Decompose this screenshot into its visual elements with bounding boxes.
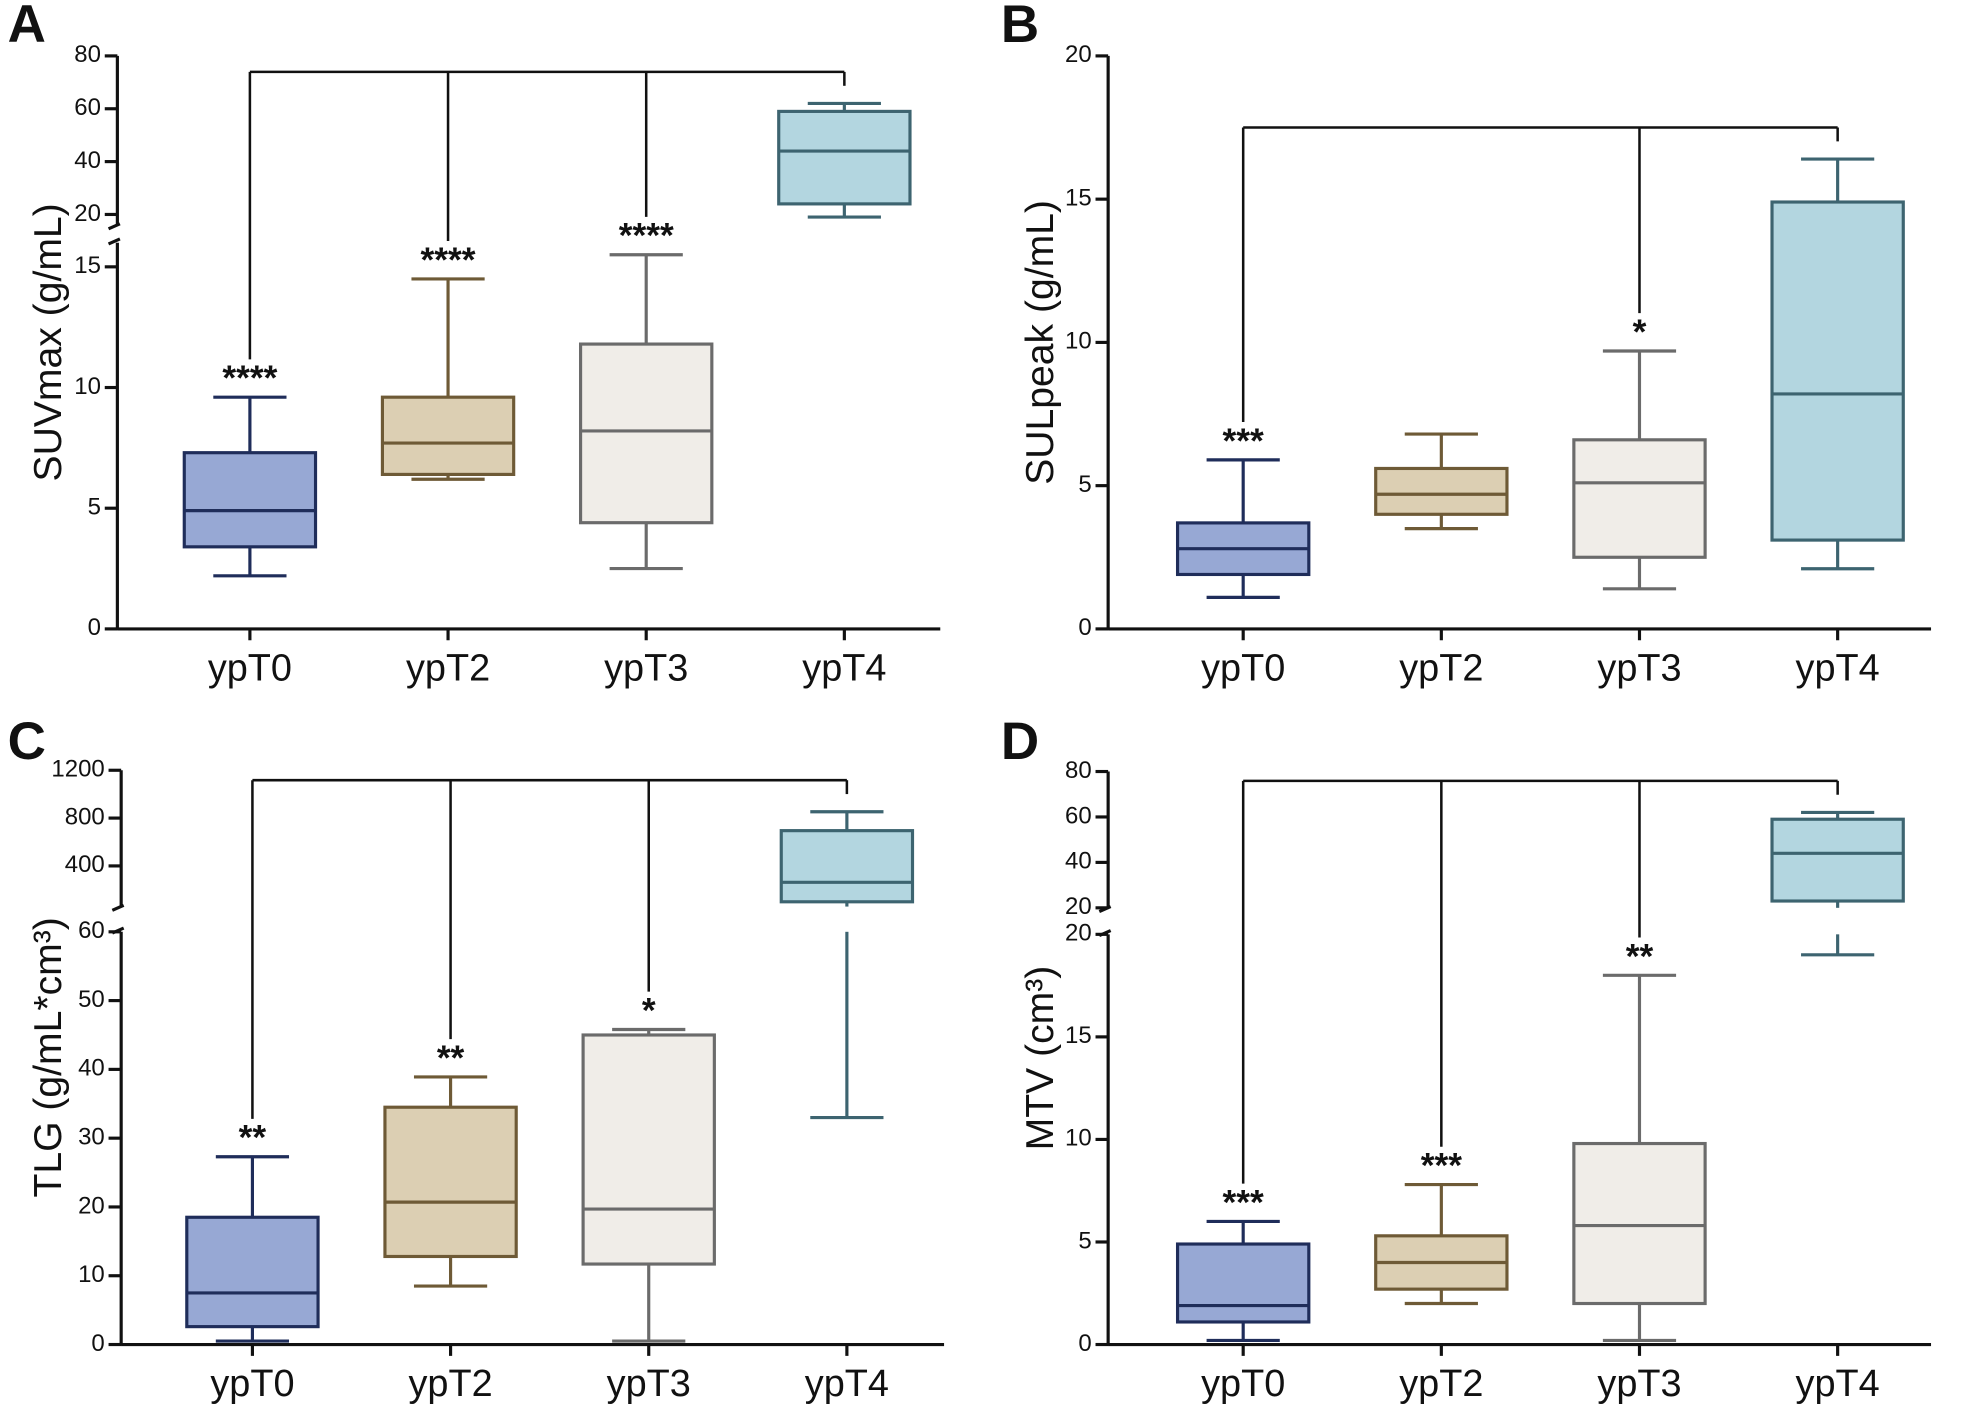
- y-tick-label: 10: [1065, 1125, 1092, 1152]
- x-tick-label: ypT0: [208, 648, 292, 690]
- x-tick-label: ypT4: [802, 648, 886, 690]
- significance-label: **: [437, 1039, 465, 1078]
- box: [1770, 200, 1905, 542]
- y-tick-label: 50: [78, 986, 105, 1013]
- y-tick-label: 5: [1078, 1227, 1091, 1254]
- axis-gap: [123, 906, 947, 932]
- x-tick-label: ypT4: [1796, 648, 1880, 690]
- axis-break: [107, 222, 121, 231]
- x-tick-label: ypT3: [1597, 1363, 1681, 1405]
- x-tick-label: ypT4: [1796, 1363, 1880, 1405]
- y-tick-label: 20: [78, 1192, 105, 1219]
- x-tick-label: ypT2: [406, 648, 490, 690]
- significance-label: ***: [1223, 1183, 1264, 1222]
- y-tick-label: 80: [1065, 757, 1092, 784]
- significance-label: *: [642, 991, 656, 1030]
- x-tick-label: ypT0: [1201, 648, 1285, 690]
- axis-break: [111, 903, 125, 912]
- y-tick-label: 80: [74, 41, 101, 68]
- box: [1770, 817, 1905, 903]
- significance-label: ****: [421, 241, 476, 280]
- y-tick-label: 40: [78, 1055, 105, 1082]
- x-tick-label: ypT3: [1597, 648, 1681, 690]
- significance-label: ***: [1223, 422, 1264, 461]
- panel-letter: A: [8, 0, 46, 54]
- box: [1572, 1141, 1707, 1306]
- axis-gap: [1110, 907, 1934, 935]
- y-tick-label: 20: [74, 200, 101, 227]
- y-tick-label: 60: [74, 94, 101, 121]
- significance-label: ****: [619, 217, 674, 256]
- y-tick-label: 5: [88, 494, 101, 521]
- y-axis-label: TLG (g/mL*cm³): [27, 917, 70, 1197]
- y-tick-label: 40: [1065, 848, 1092, 875]
- y-tick-label: 15: [1065, 184, 1092, 211]
- x-tick-label: ypT2: [408, 1363, 492, 1405]
- panel-letter: B: [1001, 0, 1039, 54]
- y-tick-label: 20: [1065, 920, 1092, 947]
- y-tick-label: 20: [1065, 893, 1092, 920]
- y-tick-label: 15: [74, 252, 101, 279]
- y-axis-label: SULpeak (g/mL): [1019, 200, 1062, 485]
- y-tick-label: 15: [1065, 1022, 1092, 1049]
- y-axis-label: MTV (cm³): [1019, 966, 1062, 1151]
- box: [182, 451, 318, 549]
- x-tick-label: ypT2: [1399, 1363, 1483, 1405]
- x-tick-label: ypT3: [607, 1363, 691, 1405]
- y-tick-label: 60: [1065, 802, 1092, 829]
- y-tick-label: 10: [78, 1261, 105, 1288]
- x-tick-label: ypT4: [805, 1363, 889, 1405]
- box: [581, 1033, 716, 1266]
- y-tick-label: 10: [1065, 328, 1092, 355]
- y-axis-label: SUVmax (g/mL): [27, 203, 70, 481]
- panel-letter: D: [1001, 712, 1039, 771]
- y-tick-label: 0: [88, 614, 101, 641]
- y-tick-label: 800: [65, 803, 105, 830]
- panel-letter: C: [8, 712, 46, 771]
- box: [777, 109, 912, 206]
- y-tick-label: 1200: [51, 756, 104, 783]
- y-tick-label: 40: [74, 147, 101, 174]
- y-tick-label: 0: [91, 1330, 104, 1357]
- box: [1572, 438, 1707, 559]
- significance-label: ***: [1421, 1146, 1462, 1185]
- significance-label: **: [1626, 937, 1654, 976]
- significance-label: *: [1633, 313, 1647, 352]
- y-tick-label: 30: [78, 1123, 105, 1150]
- x-tick-label: ypT0: [1201, 1363, 1285, 1405]
- significance-label: **: [239, 1119, 267, 1158]
- x-tick-label: ypT2: [1399, 648, 1483, 690]
- box: [185, 1215, 320, 1329]
- x-tick-label: ypT0: [210, 1363, 294, 1405]
- axis-break: [107, 237, 121, 246]
- x-tick-label: ypT3: [604, 648, 688, 690]
- y-tick-label: 10: [74, 373, 101, 400]
- y-tick-label: 20: [1065, 41, 1092, 68]
- y-tick-label: 5: [1078, 471, 1091, 498]
- box: [1374, 466, 1509, 516]
- box: [380, 395, 516, 476]
- axis-break: [111, 926, 125, 935]
- box: [1175, 1242, 1311, 1324]
- axis-break: [1098, 929, 1112, 938]
- y-tick-label: 0: [1078, 614, 1091, 641]
- significance-label: ****: [222, 359, 277, 398]
- y-tick-label: 0: [1078, 1330, 1091, 1357]
- box: [779, 829, 915, 904]
- y-tick-label: 60: [78, 917, 105, 944]
- box: [383, 1105, 518, 1259]
- axis-gap: [119, 225, 943, 243]
- box: [578, 342, 714, 525]
- y-tick-label: 400: [65, 851, 105, 878]
